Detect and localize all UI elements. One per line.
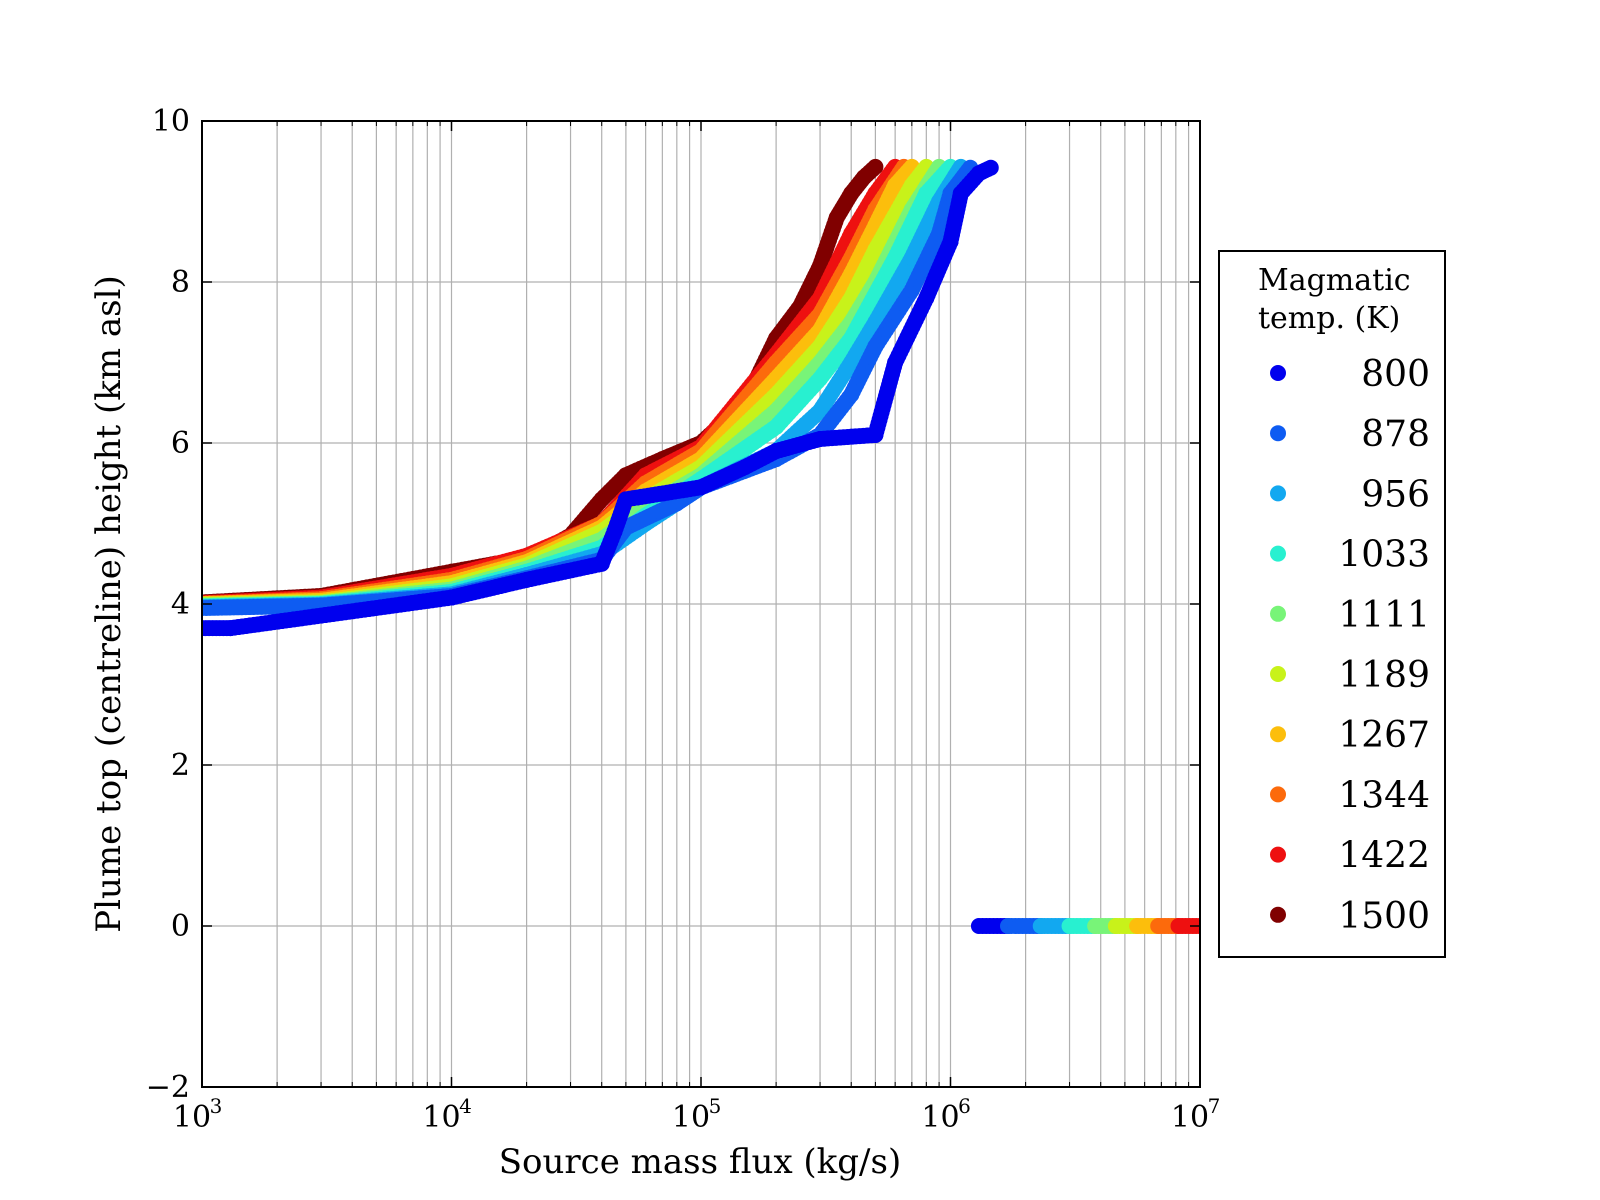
x-tick-exponent: 6 (958, 1094, 971, 1118)
legend-label: 1111 (1338, 595, 1430, 636)
x-tick-exponent: 7 (1208, 1094, 1221, 1118)
y-tick-label: 2 (171, 748, 190, 783)
legend-marker (1270, 786, 1286, 803)
x-tick-label: 10 (173, 1100, 211, 1135)
x-tick-exponent: 5 (709, 1094, 722, 1118)
legend-label: 1500 (1338, 896, 1430, 937)
legend-label: 1422 (1338, 836, 1430, 877)
x-tick-label: 10 (1171, 1100, 1209, 1135)
legend-title-line-2: temp. (K) (1258, 301, 1400, 336)
legend-marker (1270, 666, 1286, 682)
x-tick-label: 10 (422, 1100, 460, 1135)
legend-marker (1270, 846, 1286, 863)
y-tick-label: 6 (171, 426, 190, 461)
legend-marker (1270, 425, 1286, 442)
legend-marker (1270, 726, 1286, 743)
legend-box (1218, 250, 1446, 958)
grid-lines (202, 121, 1200, 1087)
y-tick-label: −2 (146, 1070, 190, 1105)
legend: Magmatic temp. (K) 800 878 956 1033 1111 1189… (1218, 250, 1446, 958)
x-tick-exponent: 3 (210, 1094, 223, 1118)
legend-label: 1033 (1338, 535, 1430, 576)
scatter-point (867, 158, 884, 175)
data-points (202, 158, 1200, 934)
legend-marker (1270, 906, 1286, 923)
legend-marker (1270, 485, 1286, 502)
y-tick-label: 8 (171, 265, 190, 300)
legend-label: 956 (1361, 474, 1430, 515)
x-tick-label: 10 (921, 1100, 959, 1135)
y-tick-label: 10 (152, 104, 190, 139)
y-axis-label: Plume top (centreline) height (km asl) (89, 275, 129, 933)
legend-label: 800 (1361, 354, 1430, 395)
legend-label: 1189 (1338, 655, 1430, 696)
legend-items: 800 878 956 1033 1111 1189 1267 1344 1422 1500 (1270, 354, 1430, 937)
legend-marker (1270, 605, 1286, 622)
x-tick-label: 10 (672, 1100, 710, 1135)
y-tick-label: 0 (171, 909, 190, 944)
legend-marker (1270, 365, 1286, 381)
legend-title-line-1: Magmatic (1258, 263, 1411, 298)
legend-marker (1270, 545, 1286, 562)
legend-label: 878 (1361, 414, 1430, 455)
x-axis-label: Source mass flux (kg/s) (499, 1142, 901, 1182)
legend-label: 1344 (1338, 775, 1430, 816)
y-tick-label: 4 (171, 587, 190, 622)
legend-label: 1267 (1338, 715, 1430, 756)
scatter-point (982, 159, 999, 176)
x-tick-exponent: 4 (459, 1094, 472, 1118)
